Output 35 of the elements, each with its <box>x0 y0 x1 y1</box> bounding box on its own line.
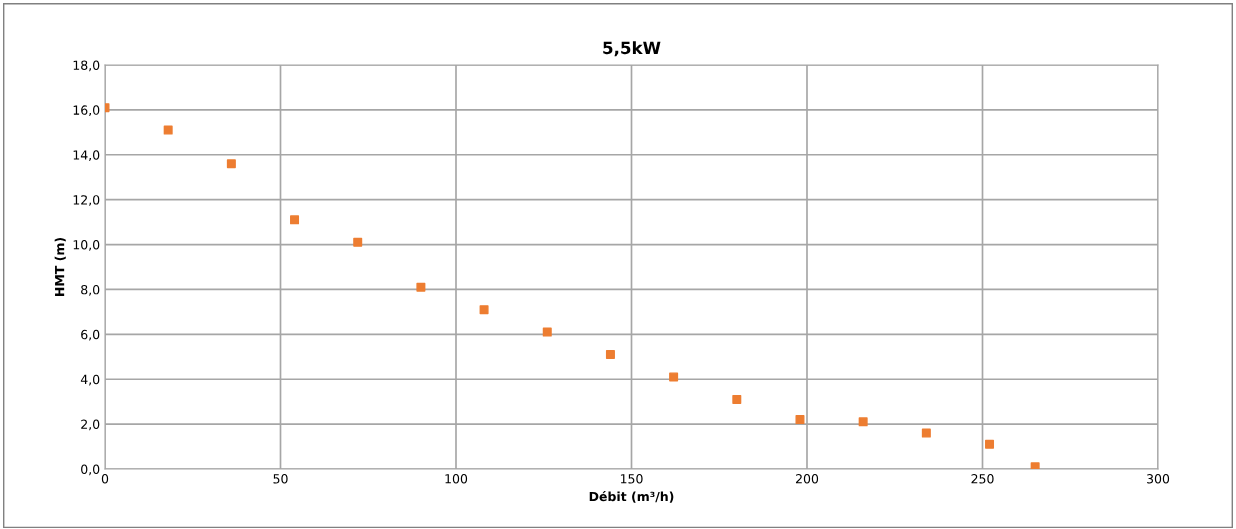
y-tick-label: 6,0 <box>81 329 100 341</box>
x-tick-label: 200 <box>795 474 819 484</box>
chart-title: 5,5kW <box>603 41 661 57</box>
point <box>1030 462 1040 469</box>
x-tick-label: 50 <box>273 474 288 484</box>
point <box>669 372 679 382</box>
point <box>858 417 868 427</box>
point <box>732 394 742 404</box>
x-tick-label: 100 <box>445 474 468 484</box>
point <box>921 428 931 438</box>
y-tick-label: 2,0 <box>81 419 100 431</box>
y-tick-label: 16,0 <box>73 105 100 117</box>
point <box>416 282 426 292</box>
y-tick-label: 14,0 <box>73 150 100 161</box>
y-tick-label: 18,0 <box>73 60 100 72</box>
x-axis-title: Débit (m³/h) <box>589 491 674 503</box>
point <box>163 125 173 135</box>
point <box>985 439 995 449</box>
y-tick-label: 8,0 <box>81 284 100 296</box>
x-tick-label: 250 <box>971 474 994 484</box>
y-tick-label: 4,0 <box>80 374 100 386</box>
x-tick-label: 0 <box>101 474 109 484</box>
point <box>226 159 236 169</box>
point <box>290 215 300 225</box>
y-tick-label: 0,0 <box>81 464 100 476</box>
point <box>353 237 363 247</box>
x-tick-label: 150 <box>620 474 643 484</box>
point <box>542 327 552 337</box>
point <box>795 415 805 425</box>
y-tick-label: 12,0 <box>73 195 100 206</box>
y-tick-label: 10,0 <box>73 240 100 251</box>
point <box>479 305 489 315</box>
y-axis-title: HMT (m) <box>54 237 66 296</box>
x-tick-label: 300 <box>1147 474 1170 484</box>
point <box>605 350 615 360</box>
